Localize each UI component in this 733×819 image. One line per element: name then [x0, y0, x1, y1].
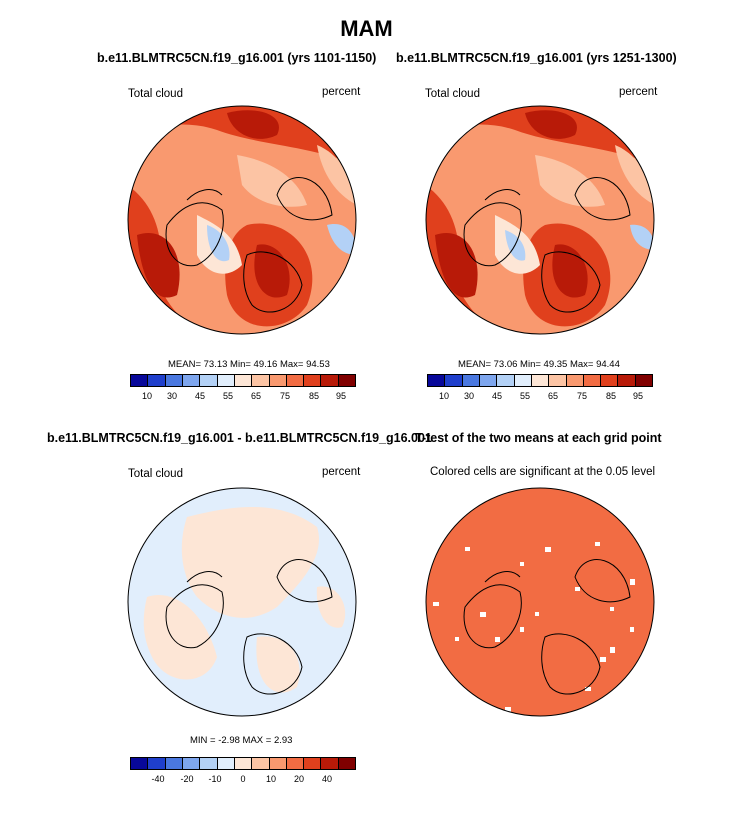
colorbar-cell — [549, 375, 567, 386]
colorbar-cell — [252, 758, 270, 769]
colorbar-cell — [165, 758, 183, 769]
colorbar-cell — [338, 758, 356, 769]
colorbar-tick-label: -20 — [180, 774, 194, 784]
colorbar-cell — [131, 375, 149, 386]
panel-4-title: T-test of the two means at each grid poi… — [415, 431, 662, 445]
panel-1-variable-label: Total cloud — [128, 88, 183, 100]
colorbar-cell — [445, 375, 463, 386]
colorbar-cell — [182, 758, 201, 769]
colorbar-cell — [531, 375, 550, 386]
colorbar-cell — [428, 375, 446, 386]
colorbar-tick-label: -40 — [151, 774, 165, 784]
panel-1-polar-map — [127, 105, 357, 335]
colorbar-tick-label: 75 — [279, 391, 291, 401]
colorbar-cell — [304, 375, 322, 386]
colorbar-cell — [252, 375, 270, 386]
panel-2-units-label: percent — [619, 86, 658, 98]
colorbar-cell — [321, 375, 339, 386]
colorbar-cell — [269, 758, 287, 769]
colorbar-cell — [217, 758, 235, 769]
colorbar-tick-label: 55 — [519, 391, 531, 401]
colorbar-tick-label: 30 — [463, 391, 475, 401]
colorbar-cell — [200, 758, 218, 769]
panel-3-variable-label: Total cloud — [128, 468, 183, 480]
colorbar-tick-label: 95 — [632, 391, 644, 401]
colorbar-cell — [321, 758, 339, 769]
colorbar-tick-label: 40 — [321, 774, 333, 784]
colorbar-cell — [286, 375, 305, 386]
panel-4-polar-map — [425, 487, 655, 717]
colorbar-cell — [234, 758, 253, 769]
colorbar-tick-label: 10 — [265, 774, 277, 784]
colorbar-cell — [269, 375, 287, 386]
colorbar-cell — [618, 375, 636, 386]
panel-2-title: b.e11.BLMTRC5CN.f19_g16.001 (yrs 1251-13… — [396, 51, 677, 65]
panel-3-polar-map — [127, 487, 357, 717]
panel-1-units-label: percent — [322, 86, 361, 98]
colorbar-cell — [479, 375, 498, 386]
colorbar-cell — [286, 758, 305, 769]
panel-3-colorbar — [130, 757, 356, 770]
colorbar-tick-label: 20 — [293, 774, 305, 784]
colorbar-cell — [148, 758, 166, 769]
panel-2-polar-map — [425, 105, 655, 335]
colorbar-tick-label: 65 — [250, 391, 262, 401]
colorbar-tick-label: 10 — [141, 391, 153, 401]
colorbar-tick-label: 45 — [194, 391, 206, 401]
colorbar-cell — [200, 375, 218, 386]
panel-2-variable-label: Total cloud — [425, 88, 480, 100]
panel-1-title: b.e11.BLMTRC5CN.f19_g16.001 (yrs 1101-11… — [97, 51, 377, 65]
panel-3-stats: MIN = -2.98 MAX = 2.93 — [190, 735, 293, 746]
colorbar-tick-label: 95 — [335, 391, 347, 401]
colorbar-cell — [165, 375, 183, 386]
colorbar-tick-label: 75 — [576, 391, 588, 401]
panel-2-colorbar — [427, 374, 653, 387]
panel-2-stats: MEAN= 73.06 Min= 49.35 Max= 94.44 — [458, 359, 620, 370]
figure-title: MAM — [340, 16, 393, 41]
colorbar-cell — [338, 375, 356, 386]
colorbar-cell — [182, 375, 201, 386]
colorbar-tick-label: -10 — [208, 774, 222, 784]
colorbar-tick-label: 10 — [438, 391, 450, 401]
colorbar-tick-label: 65 — [547, 391, 559, 401]
colorbar-cell — [234, 375, 253, 386]
colorbar-cell — [635, 375, 653, 386]
colorbar-cell — [462, 375, 480, 386]
colorbar-tick-label: 0 — [240, 774, 246, 784]
colorbar-tick-label: 85 — [605, 391, 617, 401]
colorbar-cell — [304, 758, 322, 769]
colorbar-cell — [566, 375, 584, 386]
panel-3-units-label: percent — [322, 466, 361, 478]
colorbar-tick-label: 45 — [491, 391, 503, 401]
colorbar-tick-label: 30 — [166, 391, 178, 401]
panel-1-stats: MEAN= 73.13 Min= 49.16 Max= 94.53 — [168, 359, 330, 370]
colorbar-cell — [601, 375, 619, 386]
colorbar-cell — [217, 375, 235, 386]
colorbar-cell — [131, 758, 149, 769]
colorbar-cell — [583, 375, 602, 386]
colorbar-tick-label: 85 — [308, 391, 320, 401]
panel-3-title: b.e11.BLMTRC5CN.f19_g16.001 - b.e11.BLMT… — [47, 431, 432, 445]
colorbar-cell — [497, 375, 515, 386]
colorbar-cell — [148, 375, 166, 386]
panel-1-colorbar — [130, 374, 356, 387]
colorbar-cell — [514, 375, 532, 386]
panel-4-subtitle: Colored cells are significant at the 0.0… — [430, 466, 656, 478]
colorbar-tick-label: 55 — [222, 391, 234, 401]
